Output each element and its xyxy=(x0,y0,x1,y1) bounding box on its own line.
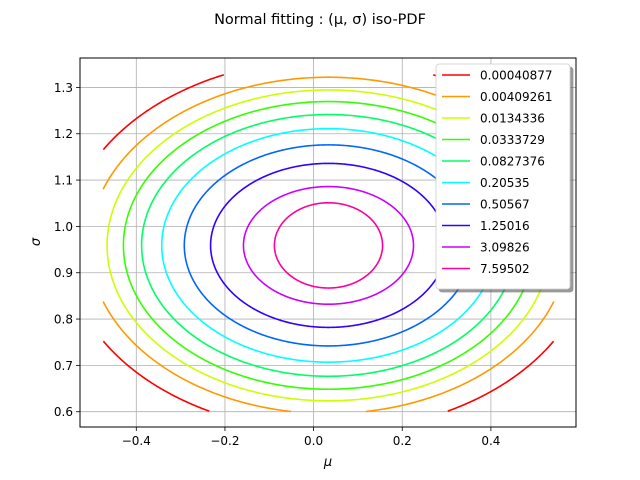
contour-line xyxy=(140,113,517,378)
legend-label: 0.0333729 xyxy=(480,133,545,147)
y-tick-label: 0.9 xyxy=(54,266,73,280)
x-tick-label: −0.4 xyxy=(122,434,151,448)
contour-line xyxy=(209,162,448,329)
contour-line xyxy=(273,201,384,289)
plot-frame xyxy=(79,57,577,428)
legend-label: 0.20535 xyxy=(480,176,530,190)
legend-label: 0.0134336 xyxy=(480,112,545,126)
contour-line xyxy=(102,340,210,412)
contour-line xyxy=(102,74,225,151)
y-tick-label: 1.1 xyxy=(54,174,73,188)
legend: 0.00040877 0.00409261 0.0134336 0.0333729 0.… xyxy=(435,63,571,290)
y-axis-label: σ xyxy=(29,237,44,246)
x-axis-ticks: −0.4 −0.2 0.0 0.2 0.4 xyxy=(122,427,500,448)
y-tick-label: 1.2 xyxy=(54,127,73,141)
legend-label: 1.25016 xyxy=(480,219,530,233)
x-tick-label: −0.2 xyxy=(210,434,239,448)
legend-label: 7.59502 xyxy=(480,262,530,276)
y-tick-label: 0.6 xyxy=(54,405,73,419)
contour-line xyxy=(365,301,555,413)
legend-label: 0.50567 xyxy=(480,198,530,212)
legend-label: 0.00040877 xyxy=(480,69,553,83)
y-tick-label: 1.3 xyxy=(54,81,73,95)
contour-line xyxy=(447,340,555,412)
y-axis-ticks: 0.6 0.7 0.8 0.9 1.0 1.1 1.2 1.3 xyxy=(54,81,80,419)
y-tick-label: 1.0 xyxy=(54,220,73,234)
contour-line xyxy=(102,301,292,413)
x-tick-label: 0.0 xyxy=(304,434,323,448)
x-tick-label: 0.2 xyxy=(393,434,412,448)
legend-label: 3.09826 xyxy=(480,241,530,255)
legend-box xyxy=(435,63,571,290)
contour-line xyxy=(183,144,474,347)
legend-label: 0.00409261 xyxy=(480,90,553,104)
legend-label: 0.0827376 xyxy=(480,155,545,169)
x-axis-label: μ xyxy=(323,455,332,470)
contour-line xyxy=(160,127,497,363)
contour-line xyxy=(122,100,535,391)
y-tick-label: 0.8 xyxy=(54,313,73,327)
contour-line xyxy=(242,185,415,306)
y-tick-label: 0.7 xyxy=(54,359,73,373)
x-tick-label: 0.4 xyxy=(481,434,500,448)
chart-title: Normal fitting : (μ, σ) iso-PDF xyxy=(214,12,426,28)
